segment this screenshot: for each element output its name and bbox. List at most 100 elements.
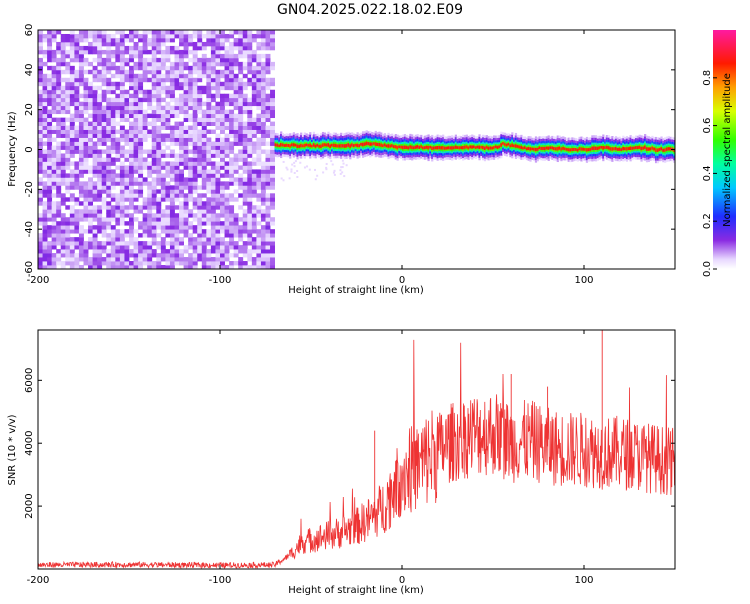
spectrogram-cell xyxy=(115,237,121,242)
spectrogram-cell xyxy=(233,181,239,186)
spectrogram-cell xyxy=(51,117,57,123)
spectrogram-cell xyxy=(92,93,98,99)
spectrogram-cell xyxy=(192,101,198,107)
spectrogram-cell xyxy=(625,147,629,151)
spectrogram-cell xyxy=(47,253,53,258)
spectrogram-cell xyxy=(129,213,134,218)
spectrogram-cell xyxy=(165,73,171,79)
spectrogram-cell xyxy=(224,161,230,166)
spectrogram-cell xyxy=(183,73,189,79)
spectrogram-cell xyxy=(242,141,248,146)
spectrogram-cell xyxy=(443,146,447,150)
spectrogram-cell xyxy=(138,125,144,130)
spectrogram-cell xyxy=(233,105,239,111)
spectrogram-cell xyxy=(210,165,216,170)
spectrogram-cell xyxy=(88,101,93,107)
spectrogram-cell xyxy=(106,69,112,75)
spectrogram-cell xyxy=(215,185,221,190)
spectrogram-cell xyxy=(169,197,175,202)
spectrogram-cell xyxy=(549,146,552,150)
spectrogram-cell xyxy=(238,177,244,182)
spectrogram-cell xyxy=(142,109,148,115)
spectrogram-cell xyxy=(151,109,157,115)
spectrogram-cell xyxy=(147,205,153,210)
spectrogram-cell xyxy=(119,257,125,262)
spectrogram-cell xyxy=(265,33,271,39)
spectrogram-cell xyxy=(354,143,357,147)
spectrogram-cell xyxy=(92,197,98,202)
spectrogram-cell xyxy=(88,181,93,186)
spectrogram-cell xyxy=(179,181,184,186)
spectrogram-cell xyxy=(88,185,93,190)
spectrogram-cell xyxy=(147,173,153,178)
spectrogram-cell xyxy=(42,233,48,238)
spectrogram-cell xyxy=(265,229,271,234)
spectrogram-cell xyxy=(238,49,244,55)
spectrogram-cell xyxy=(101,229,107,234)
spectrogram-cell xyxy=(229,209,235,214)
spectrogram-cell xyxy=(129,30,134,35)
spectrogram-cell xyxy=(256,33,262,39)
snr-series xyxy=(37,330,676,570)
spectrogram-cell xyxy=(101,189,107,194)
spectrogram-cell xyxy=(210,225,216,230)
spectrogram-cell xyxy=(110,193,116,198)
spectrogram-cell xyxy=(133,30,139,35)
spectrogram-cell xyxy=(115,65,121,71)
y-tick-label: -40 xyxy=(24,221,35,237)
spectrogram-cell xyxy=(160,49,166,55)
spectrogram-cell xyxy=(229,221,235,226)
spectrogram-cell xyxy=(206,197,212,202)
spectrogram-cell xyxy=(169,253,175,258)
spectrogram-cell xyxy=(427,145,430,150)
spectrogram-cell xyxy=(251,225,257,230)
spectrogram-cell xyxy=(260,245,266,250)
spectrogram-cell xyxy=(215,201,221,206)
spectrogram-cell xyxy=(101,89,107,95)
spectrogram-cell xyxy=(151,105,157,111)
spectrogram-cell xyxy=(256,213,262,218)
spectrogram-cell xyxy=(197,153,203,158)
spectrogram-cell xyxy=(69,193,75,198)
spectrogram-cell xyxy=(229,193,235,198)
spectrogram-cell xyxy=(110,73,116,79)
spectrogram-cell xyxy=(451,146,454,150)
spectrogram-cell xyxy=(238,149,244,154)
spectrogram-cell xyxy=(183,49,189,55)
spectrogram-cell xyxy=(92,229,98,234)
spectrogram-cell xyxy=(201,117,207,123)
spectrogram-cell xyxy=(97,77,103,83)
spectrogram-cell xyxy=(110,233,116,238)
spectrogram-cell xyxy=(265,185,271,190)
spectrogram-cell xyxy=(56,189,62,194)
spectrogram-cell xyxy=(133,49,139,55)
spectrogram-cell xyxy=(238,37,244,43)
spectrogram-cell xyxy=(69,245,75,250)
spectrogram-cell xyxy=(124,241,130,246)
spectrogram-cell xyxy=(265,157,271,162)
spectrogram-cell xyxy=(42,89,48,95)
spectrogram-cell xyxy=(56,185,62,190)
spectrogram-cell xyxy=(293,161,296,164)
spectrogram-cell xyxy=(233,213,239,218)
spectrogram-cell xyxy=(115,101,121,107)
spectrogram-cell xyxy=(83,121,89,126)
spectrogram-cell xyxy=(220,261,225,266)
spectrogram-cell xyxy=(192,189,198,194)
spectrogram-cell xyxy=(160,153,166,158)
spectrogram-cell xyxy=(78,209,84,214)
spectrogram-cell xyxy=(192,137,198,142)
spectrogram-cell xyxy=(210,69,216,75)
spectrogram-cell xyxy=(480,145,483,149)
spectrogram-cell xyxy=(129,81,134,87)
spectrogram-cell xyxy=(265,37,271,43)
spectrogram-cell xyxy=(179,121,184,126)
spectrogram-cell xyxy=(206,81,212,87)
spectrogram-cell xyxy=(97,173,103,178)
spectrogram-cell xyxy=(138,73,144,79)
spectrogram-cell xyxy=(74,129,80,134)
spectrogram-cell xyxy=(69,125,75,130)
spectrogram-cell xyxy=(179,73,184,79)
spectrogram-cell xyxy=(192,161,198,166)
spectrogram-cell xyxy=(129,37,134,43)
